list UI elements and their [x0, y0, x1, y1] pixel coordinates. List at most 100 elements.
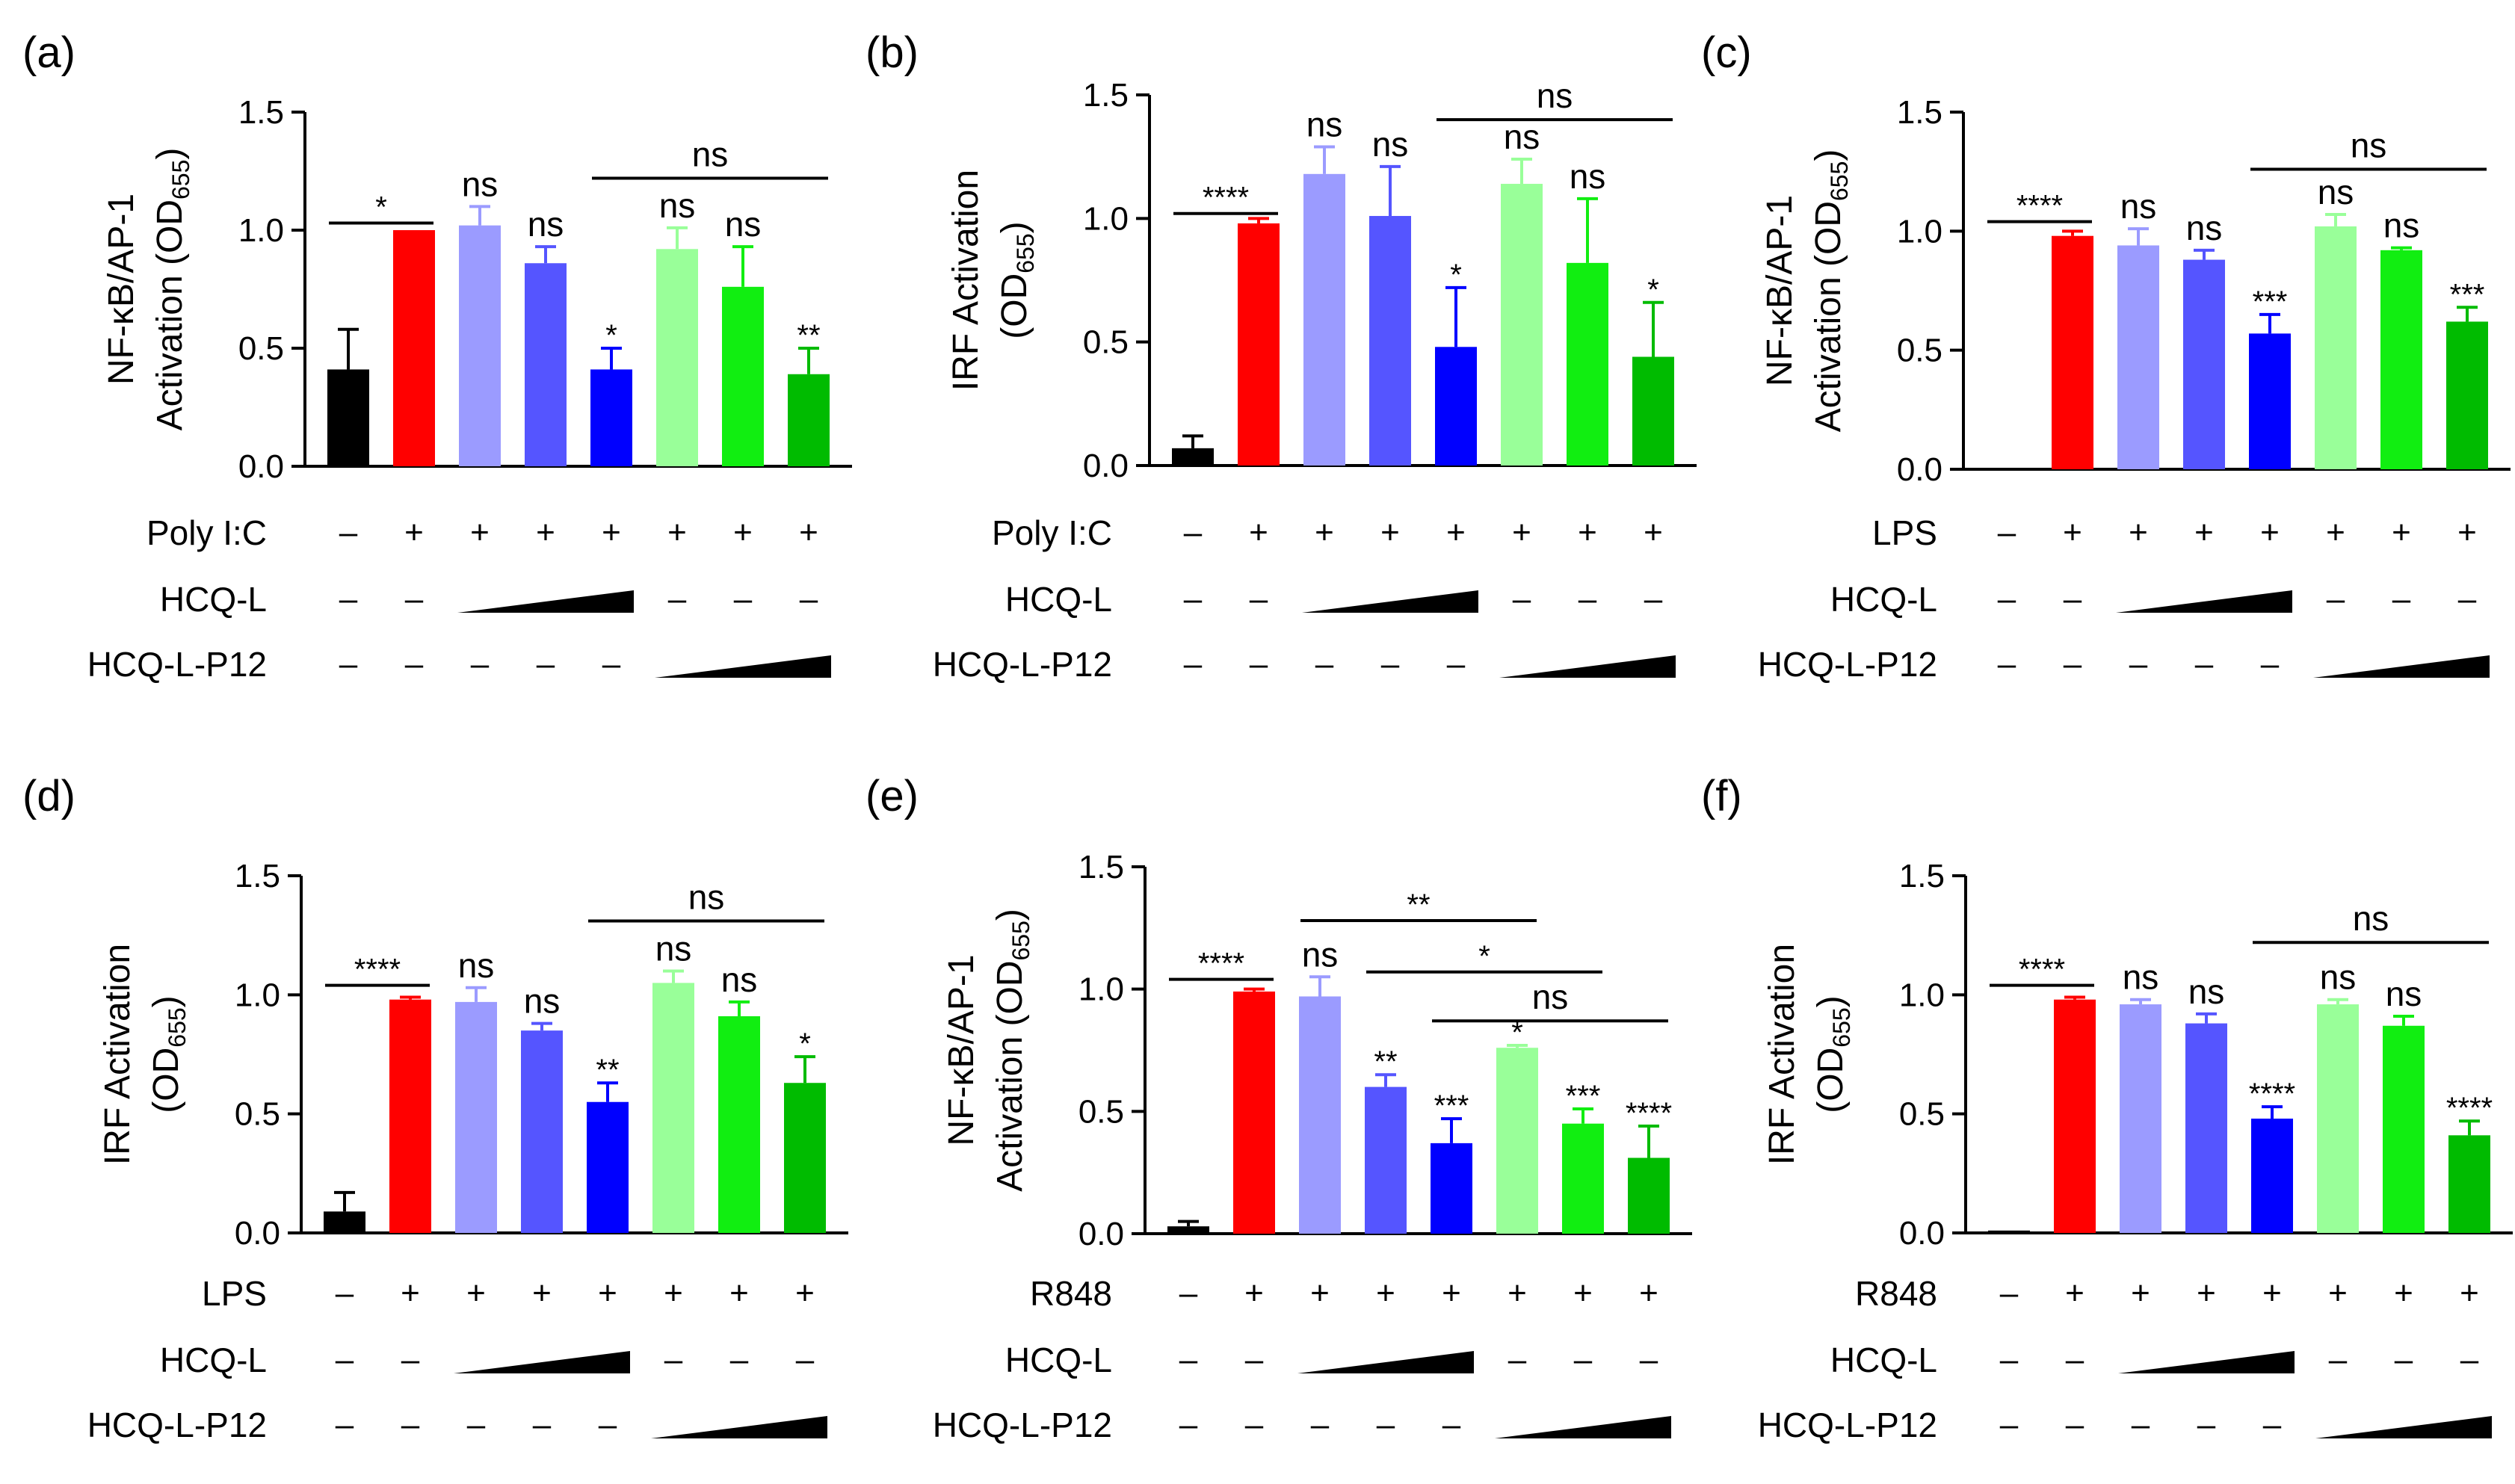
bar: [2446, 321, 2488, 469]
bar: [2117, 245, 2159, 469]
y-axis-label-line2: (OD655): [146, 995, 191, 1113]
significance-label: ***: [2253, 285, 2288, 318]
treatment-label: HCQ-L: [160, 1341, 267, 1379]
treatment-sign: –: [1513, 581, 1531, 617]
y-axis-label-subscript: 655: [1826, 161, 1853, 201]
significance-label: ns: [2186, 208, 2223, 247]
treatment-sign: +: [1244, 1275, 1264, 1311]
treatment-sign: –: [2000, 1406, 2019, 1443]
y-tick-label: 0.5: [1899, 1096, 1945, 1133]
treatment-sign: +: [1249, 514, 1268, 551]
significance-label: ns: [1372, 125, 1409, 164]
bracket-label: ****: [2016, 190, 2063, 223]
y-axis-label-suffix: ): [146, 995, 186, 1007]
bar: [1299, 996, 1341, 1234]
dose-gradient-wedge: [2118, 1351, 2295, 1373]
bar: [587, 1101, 629, 1233]
dose-gradient-wedge: [1302, 590, 1478, 613]
panel-label: (d): [22, 772, 75, 820]
treatment-sign: +: [404, 514, 424, 551]
treatment-label: LPS: [1872, 513, 1937, 552]
treatment-sign: –: [2395, 1341, 2413, 1378]
significance-label: ns: [659, 186, 696, 225]
bar: [784, 1083, 826, 1233]
y-axis-label-prefix: Activation (OD: [1809, 201, 1848, 432]
significance-label: ns: [2120, 187, 2157, 226]
significance-label: ns: [725, 205, 762, 244]
y-tick-label: 0.5: [238, 330, 284, 367]
treatment-sign: +: [1380, 514, 1400, 551]
y-tick-label: 0.0: [235, 1215, 280, 1252]
panel-e: (e) 0.0 0.5 1.0 1.5 NF-κB/AP-1 Activation (OD6…: [865, 772, 1692, 1444]
treatment-sign: –: [2261, 646, 2280, 682]
treatment-sign: –: [1442, 1406, 1461, 1443]
treatment-sign: +: [1639, 1275, 1658, 1311]
significance-label: **: [596, 1054, 619, 1086]
bar: [1172, 448, 1214, 466]
significance-label: ns: [1306, 105, 1343, 143]
treatment-sign: –: [1184, 581, 1203, 617]
y-axis-label-prefix: (OD: [1811, 1048, 1851, 1113]
y-tick-label: 0.0: [1083, 448, 1129, 484]
dose-gradient-wedge: [651, 1416, 827, 1438]
significance-label: ns: [462, 164, 499, 203]
treatment-sign: –: [734, 581, 753, 617]
treatment-sign: –: [339, 581, 358, 617]
dose-gradient-wedge: [457, 590, 634, 613]
treatment-sign: +: [2129, 514, 2148, 551]
treatment-sign: –: [1179, 1341, 1198, 1378]
treatment-sign: +: [2392, 514, 2411, 551]
bracket-label: ns: [2351, 126, 2387, 164]
panel-label: (c): [1701, 28, 1752, 77]
significance-label: *: [605, 319, 617, 352]
treatment-sign: –: [1998, 581, 2016, 617]
significance-label: ns: [458, 946, 495, 985]
bracket-label: ns: [1537, 76, 1573, 115]
treatment-sign: +: [1573, 1275, 1593, 1311]
bar: [521, 1030, 563, 1233]
bar: [1628, 1157, 1670, 1234]
y-axis-label-prefix: (OD: [146, 1048, 186, 1113]
bracket-label: ****: [2019, 953, 2065, 986]
significance-label: ****: [2249, 1078, 2295, 1110]
bar: [2251, 1119, 2293, 1233]
treatment-label: HCQ-L-P12: [1758, 645, 1937, 684]
treatment-sign: +: [1376, 1275, 1395, 1311]
bracket-label: *: [1478, 940, 1490, 973]
significance-label: ns: [1570, 157, 1606, 196]
treatment-sign: –: [1381, 646, 1400, 682]
significance-label: **: [1374, 1045, 1397, 1078]
y-axis-label-line2: (OD655): [1811, 995, 1855, 1113]
treatment-sign: –: [471, 646, 490, 682]
bar: [2054, 999, 2096, 1233]
treatment-label: LPS: [202, 1274, 267, 1313]
bar: [590, 369, 632, 466]
bar: [1365, 1086, 1407, 1234]
treatment-sign: –: [1250, 581, 1268, 617]
treatment-sign: +: [733, 514, 753, 551]
y-axis-label-subscript: 655: [164, 1007, 191, 1047]
significance-label: ns: [1302, 935, 1339, 974]
bar: [1233, 991, 1275, 1234]
bar: [656, 249, 698, 466]
dose-gradient-wedge: [2315, 1416, 2492, 1438]
treatment-label: Poly I:C: [992, 513, 1112, 552]
treatment-sign: –: [1998, 514, 2016, 551]
treatment-sign: –: [1998, 646, 2016, 682]
treatment-sign: +: [729, 1275, 749, 1311]
treatment-sign: –: [1508, 1341, 1527, 1378]
y-axis-label-prefix: Activation (OD: [150, 200, 190, 430]
dose-gradient-wedge: [1499, 655, 1676, 678]
treatment-sign: –: [1315, 646, 1334, 682]
treatment-sign: –: [2064, 646, 2082, 682]
y-tick-label: 1.0: [1897, 213, 1942, 250]
bar: [1435, 347, 1477, 466]
dose-gradient-wedge: [2116, 590, 2292, 613]
bar: [2052, 235, 2093, 469]
treatment-label: HCQ-L: [160, 580, 267, 619]
treatment-label: HCQ-L-P12: [1758, 1406, 1937, 1444]
y-tick-label: 1.5: [235, 858, 280, 894]
